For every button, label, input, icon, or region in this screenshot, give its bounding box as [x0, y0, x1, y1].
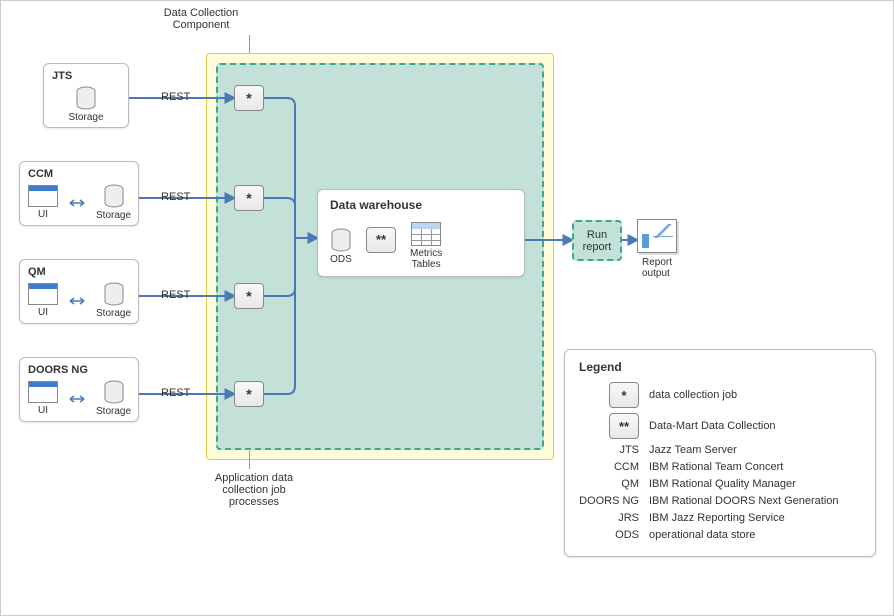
storage-icon: Storage — [96, 282, 131, 319]
app-title-ccm: CCM — [28, 168, 130, 180]
app-box-jts: JTS Storage — [43, 63, 129, 128]
rest-label: REST — [161, 387, 190, 399]
storage-label: Storage — [96, 308, 131, 319]
storage-icon: Storage — [96, 380, 131, 417]
bidir-arrow-icon — [68, 394, 86, 404]
ui-icon: UI — [28, 185, 58, 220]
data-collection-job-icon: * — [234, 283, 264, 309]
rest-label: REST — [161, 191, 190, 203]
ui-label: UI — [38, 209, 48, 220]
legend-val: Jazz Team Server — [649, 444, 737, 456]
legend-key: JRS — [579, 512, 649, 524]
rest-label: REST — [161, 289, 190, 301]
footer-leader-line — [249, 451, 250, 469]
legend-val: IBM Rational DOORS Next Generation — [649, 495, 839, 507]
legend-title: Legend — [579, 360, 861, 374]
storage-label: Storage — [96, 406, 131, 417]
storage-label: Storage — [68, 112, 103, 123]
header-label: Data Collection Component — [146, 7, 256, 31]
legend-val: IBM Jazz Reporting Service — [649, 512, 785, 524]
app-box-qm: QM UI Storage — [19, 259, 139, 324]
data-mart-job-icon: ** — [366, 227, 396, 253]
app-title-qm: QM — [28, 266, 130, 278]
footer-label: Application data collection job processe… — [209, 472, 299, 508]
data-collection-job-icon: * — [234, 85, 264, 111]
app-title-jts: JTS — [52, 70, 120, 82]
ods-icon — [330, 228, 352, 252]
app-box-ccm: CCM UI Storage — [19, 161, 139, 226]
legend-star1-icon: * — [609, 382, 639, 408]
ui-icon: UI — [28, 381, 58, 416]
metrics-tables-label: Metrics Tables — [410, 248, 442, 270]
storage-icon: Storage — [96, 184, 131, 221]
report-output-label: Report output — [642, 257, 672, 279]
data-collection-job-icon: * — [234, 381, 264, 407]
run-report-box: Run report — [572, 220, 622, 261]
legend-val: IBM Rational Team Concert — [649, 461, 783, 473]
metrics-tables-icon — [411, 222, 441, 246]
bidir-arrow-icon — [68, 198, 86, 208]
legend-val: Data-Mart Data Collection — [649, 420, 776, 432]
legend-star2-icon: ** — [609, 413, 639, 439]
diagram-canvas: Data Collection Component — [0, 0, 894, 616]
legend-box: Legend * data collection job ** Data-Mart … — [564, 349, 876, 557]
app-title-doors: DOORS NG — [28, 364, 130, 376]
bidir-arrow-icon — [68, 296, 86, 306]
data-warehouse-title: Data warehouse — [330, 198, 512, 212]
legend-key: CCM — [579, 461, 649, 473]
data-collection-job-icon: * — [234, 185, 264, 211]
legend-key: DOORS NG — [579, 495, 649, 507]
header-leader-line — [249, 35, 250, 53]
legend-key: JTS — [579, 444, 649, 456]
legend-val: operational data store — [649, 529, 755, 541]
storage-label: Storage — [96, 210, 131, 221]
ui-label: UI — [38, 307, 48, 318]
legend-key: QM — [579, 478, 649, 490]
legend-val: IBM Rational Quality Manager — [649, 478, 796, 490]
app-box-doors: DOORS NG UI Storage — [19, 357, 139, 422]
legend-val: data collection job — [649, 389, 737, 401]
legend-key: ODS — [579, 529, 649, 541]
ui-label: UI — [38, 405, 48, 416]
rest-label: REST — [161, 91, 190, 103]
report-output-icon: Report output — [637, 219, 677, 279]
storage-icon: Storage — [68, 86, 103, 123]
ods-label: ODS — [330, 254, 352, 265]
data-warehouse-box: Data warehouse ODS ** Metrics Tables — [317, 189, 525, 277]
ui-icon: UI — [28, 283, 58, 318]
